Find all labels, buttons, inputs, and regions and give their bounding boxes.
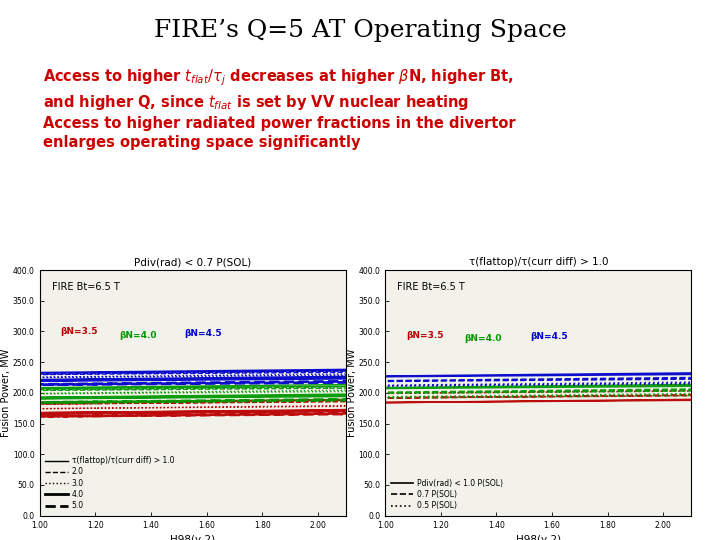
Text: τ(flattop)/τ(curr diff) > 1.0: τ(flattop)/τ(curr diff) > 1.0 xyxy=(469,257,608,267)
Text: βN=4.0: βN=4.0 xyxy=(464,334,502,343)
Text: FIRE Bt=6.5 T: FIRE Bt=6.5 T xyxy=(397,282,465,292)
Text: βN=3.5: βN=3.5 xyxy=(406,330,444,340)
Text: βN=4.5: βN=4.5 xyxy=(530,333,567,341)
Legend: Pdiv(rad) < 1.0 P(SOL), 0.7 P(SOL), 0.5 P(SOL): Pdiv(rad) < 1.0 P(SOL), 0.7 P(SOL), 0.5 … xyxy=(389,477,505,512)
Y-axis label: Fusion Power, MW: Fusion Power, MW xyxy=(1,349,12,437)
X-axis label: H98(y,2): H98(y,2) xyxy=(170,535,215,540)
Text: FIRE’s Q=5 AT Operating Space: FIRE’s Q=5 AT Operating Space xyxy=(153,19,567,42)
Text: βN=3.5: βN=3.5 xyxy=(60,327,98,336)
Text: Access to higher $t_{flat}/\tau_j$ decreases at higher $\beta$N, higher Bt,
and : Access to higher $t_{flat}/\tau_j$ decre… xyxy=(43,68,516,151)
Text: βN=4.5: βN=4.5 xyxy=(184,329,222,339)
Text: Pdiv(rad) < 0.7 P(SOL): Pdiv(rad) < 0.7 P(SOL) xyxy=(135,257,251,267)
Legend: τ(flattop)/τ(curr diff) > 1.0, 2.0, 3.0, 4.0, 5.0: τ(flattop)/τ(curr diff) > 1.0, 2.0, 3.0,… xyxy=(43,455,176,512)
Text: βN=4.0: βN=4.0 xyxy=(119,331,156,340)
Y-axis label: Fusion Power, MW: Fusion Power, MW xyxy=(347,349,357,437)
Text: FIRE Bt=6.5 T: FIRE Bt=6.5 T xyxy=(52,282,120,292)
X-axis label: H98(y,2): H98(y,2) xyxy=(516,535,561,540)
